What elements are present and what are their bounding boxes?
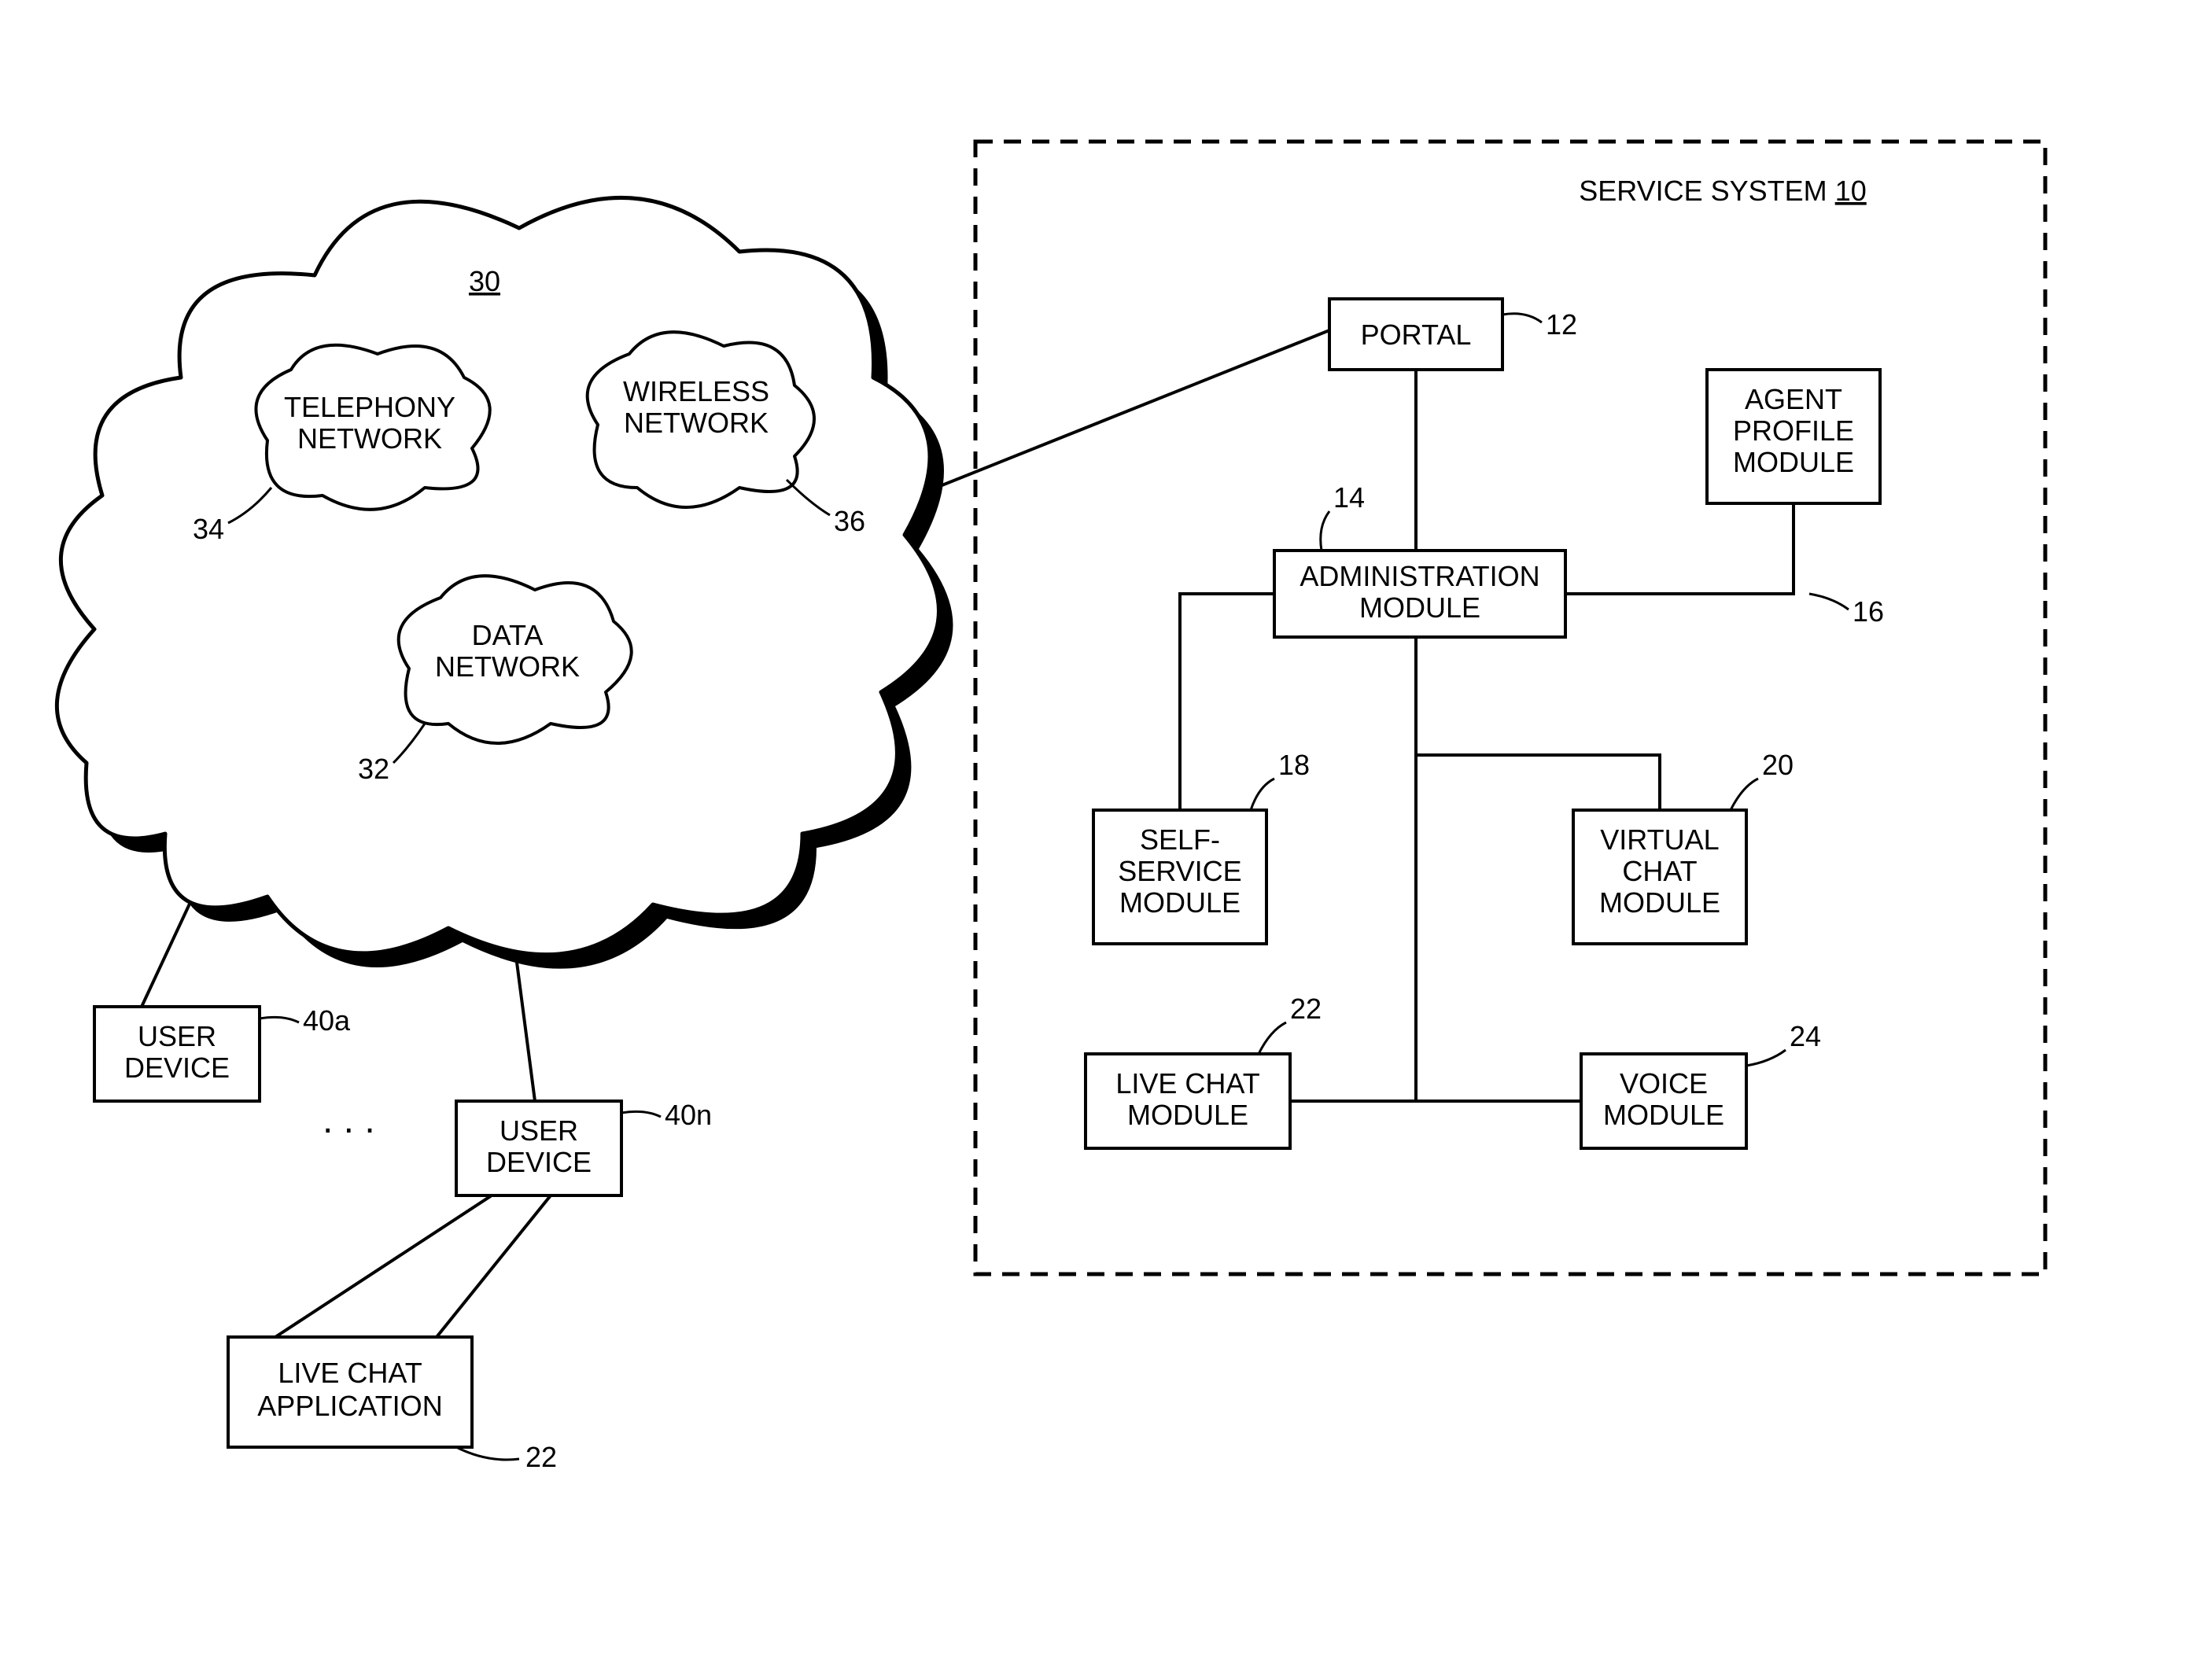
edge-admin-to-virtual-chat [1416,755,1660,810]
agent-profile-label-2: PROFILE [1733,414,1854,447]
virtual-chat-label-3: MODULE [1599,886,1720,919]
data-label-2: NETWORK [435,650,580,683]
user-device-n-box: USER DEVICE 40n [456,1099,712,1195]
ellipsis-icon: . . . [323,1100,375,1141]
voice-label-1: VOICE [1620,1067,1708,1100]
admin-module-box: ADMINISTRATION MODULE 14 [1274,481,1565,637]
agent-profile-ref: 16 [1853,595,1884,628]
self-service-label-3: MODULE [1119,886,1241,919]
live-chat-ref: 22 [1290,993,1322,1025]
user-device-a-label-2: DEVICE [124,1052,230,1084]
voice-label-2: MODULE [1603,1099,1724,1131]
user-device-a-label-1: USER [138,1020,216,1052]
live-chat-app-label-1: LIVE CHAT [278,1357,422,1389]
admin-label-2: MODULE [1359,591,1480,624]
virtual-chat-label-2: CHAT [1622,855,1697,887]
wireless-label-2: NETWORK [624,407,769,439]
edge-user-device-n-to-live-chat-app [275,1195,551,1337]
wireless-label-1: WIRELESS [623,375,769,407]
live-chat-module-box: LIVE CHAT MODULE 22 [1086,993,1322,1148]
live-chat-app-label-2: APPLICATION [257,1390,442,1422]
portal-box: PORTAL 12 [1329,299,1577,370]
agent-profile-label-1: AGENT [1745,383,1842,415]
self-service-label-1: SELF- [1140,823,1220,856]
virtual-chat-module-box: VIRTUAL CHAT MODULE 20 [1573,749,1794,944]
admin-ref: 14 [1333,481,1365,514]
data-label-1: DATA [472,619,544,651]
edge-admin-to-self-service [1180,594,1274,810]
portal-label: PORTAL [1361,319,1472,351]
virtual-chat-ref: 20 [1762,749,1794,781]
wireless-ref: 36 [834,505,865,537]
live-chat-label-1: LIVE CHAT [1115,1067,1259,1100]
live-chat-label-2: MODULE [1127,1099,1248,1131]
edge-cloud-to-user-device-a [142,889,197,1007]
live-chat-application-box: LIVE CHAT APPLICATION 22 [228,1337,557,1473]
user-device-a-ref: 40a [303,1004,351,1037]
user-device-n-label-2: DEVICE [486,1146,592,1178]
voice-module-box: VOICE MODULE 24 [1581,1020,1821,1148]
virtual-chat-label-1: VIRTUAL [1600,823,1719,856]
data-ref: 32 [358,753,389,785]
admin-label-1: ADMINISTRATION [1300,560,1539,592]
telephony-label-2: NETWORK [297,422,442,455]
voice-ref: 24 [1790,1020,1821,1052]
telephony-label-1: TELEPHONY [284,391,455,423]
portal-ref: 12 [1546,308,1577,341]
self-service-ref: 18 [1278,749,1310,781]
agent-profile-label-3: MODULE [1733,446,1854,478]
user-device-n-label-1: USER [500,1114,578,1147]
diagram-canvas: 30 TELEPHONY NETWORK 34 WIRELESS NETWORK… [0,0,2212,1665]
service-system-title: SERVICE SYSTEM 10 [1579,175,1866,207]
user-device-n-ref: 40n [665,1099,712,1131]
cloud-ref-label: 30 [469,265,500,297]
edge-admin-to-agent-profile [1565,503,1794,594]
agent-profile-module-box: AGENT PROFILE MODULE 16 [1707,370,1884,628]
live-chat-app-ref: 22 [525,1441,557,1473]
self-service-module-box: SELF- SERVICE MODULE 18 [1093,749,1310,944]
self-service-label-2: SERVICE [1118,855,1241,887]
telephony-ref: 34 [193,513,224,545]
user-device-a-box: USER DEVICE 40a [94,1004,351,1101]
